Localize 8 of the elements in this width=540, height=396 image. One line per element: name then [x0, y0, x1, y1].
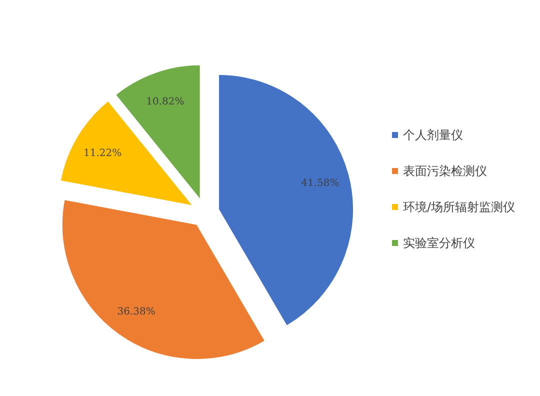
data-label: 10.82%: [146, 96, 184, 108]
data-label: 36.38%: [117, 306, 156, 318]
legend-label: 表面污染检测仪: [403, 164, 487, 178]
legend-label: 实验室分析仪: [403, 236, 475, 250]
legend-label: 环境/场所辐射监测仪: [403, 200, 516, 214]
legend-label: 个人剂量仪: [403, 128, 463, 142]
data-label: 41.58%: [301, 178, 340, 189]
data-label: 11.22%: [84, 148, 122, 159]
